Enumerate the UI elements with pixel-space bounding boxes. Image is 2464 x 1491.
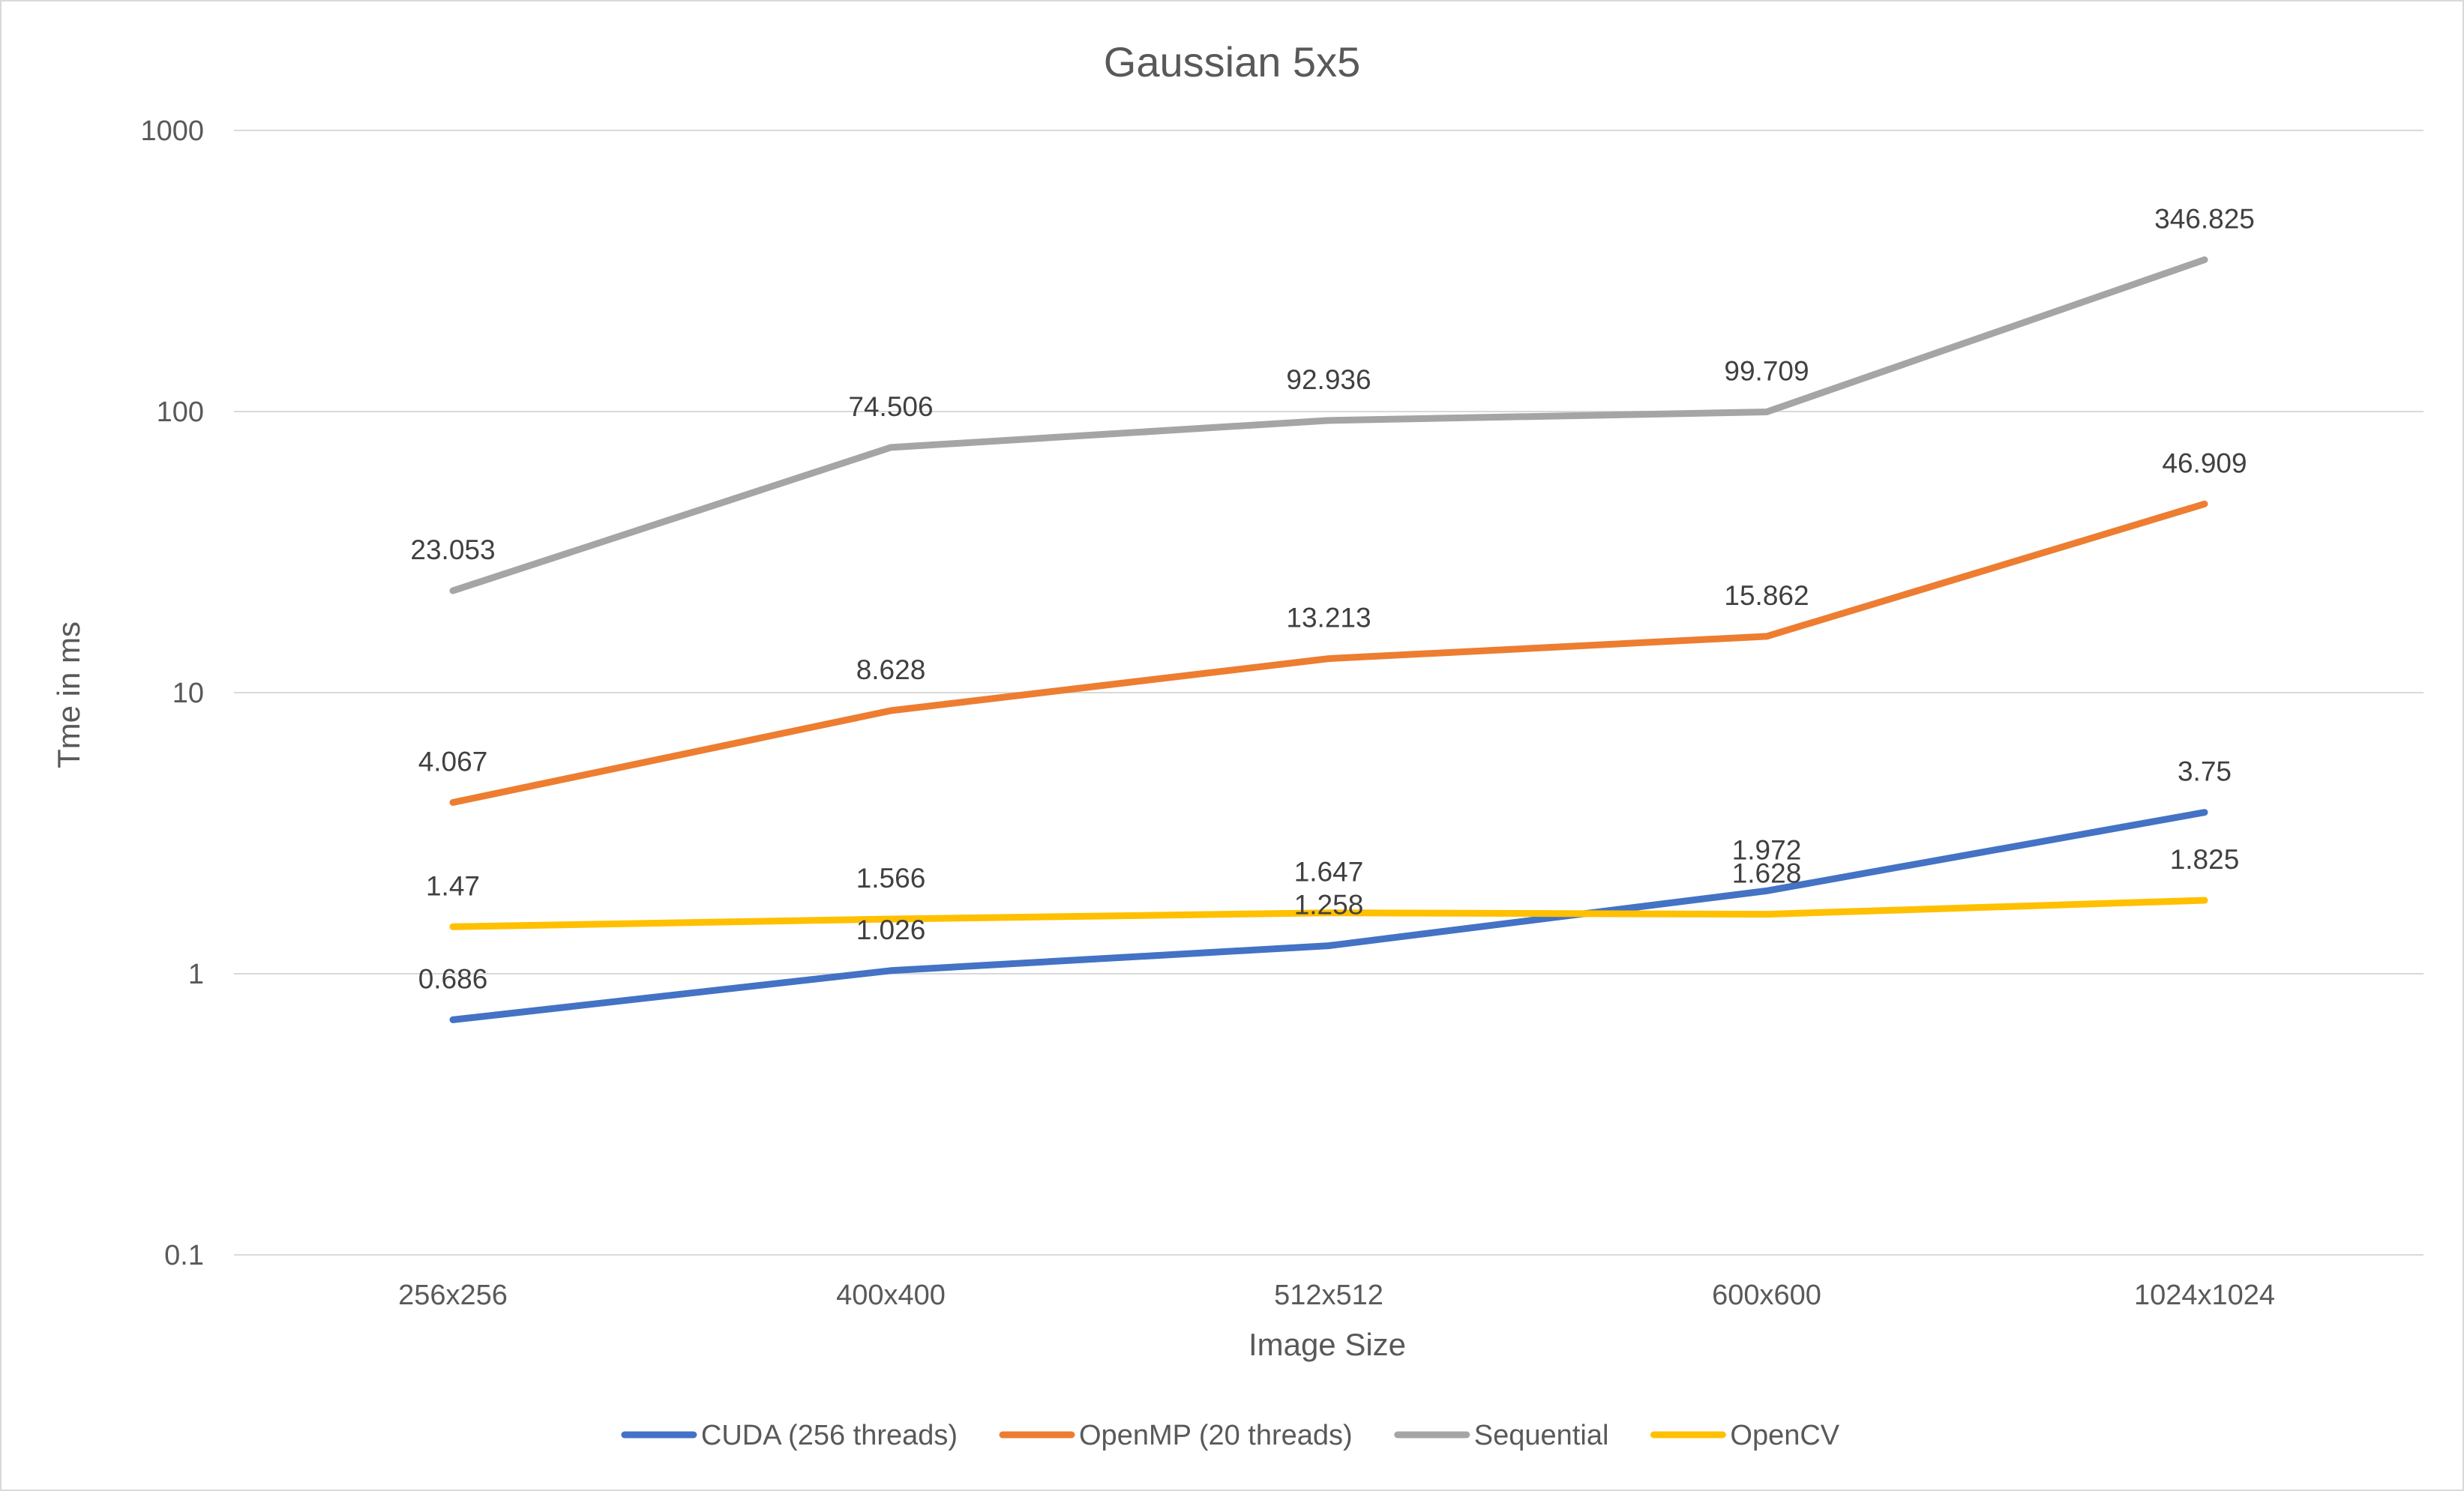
legend-label: Sequential [1474,1420,1609,1451]
legend-label: OpenMP (20 threads) [1079,1420,1353,1451]
y-tick-label: 10 [172,678,204,709]
y-axis-ticks: 0.1 1 10 100 1000 [140,115,204,1271]
x-axis-title: Image Size [1248,1327,1406,1362]
data-label: 8.628 [856,654,926,685]
legend-item: OpenCV [1650,1420,1840,1451]
data-label: 23.053 [410,534,495,565]
data-label: 46.909 [2162,448,2247,478]
data-label: 74.506 [848,391,933,422]
data-label: 3.75 [2178,756,2232,787]
legend-item: OpenMP (20 threads) [999,1420,1353,1451]
x-tick-label: 600x600 [1712,1280,1821,1311]
data-label: 1.628 [1732,858,1802,889]
y-tick-label: 100 [157,397,204,428]
data-labels: 0.686 1.026 1.258 1.972 3.75 4.067 8.628 13.213… [410,203,2254,994]
series-line [449,500,2208,806]
y-axis-title: Tme in ms [51,621,86,768]
x-tick-label: 1024x1024 [2134,1280,2275,1311]
legend-item: Sequential [1394,1420,1609,1451]
y-tick-label: 1000 [140,115,204,147]
data-label: 92.936 [1286,364,1371,395]
x-tick-label: 256x256 [398,1280,508,1311]
y-tick-label: 1 [188,959,204,990]
data-label: 1.972 [1732,834,1802,865]
x-axis-ticks: 256x256 400x400 512x512 600x600 1024x1024 [398,1280,2275,1311]
data-label: 13.213 [1286,603,1371,633]
y-tick-label: 0.1 [164,1240,204,1271]
data-label: 1.47 [426,870,480,901]
series-line [449,897,2208,930]
data-label: 1.026 [856,915,926,945]
data-label: 4.067 [418,747,488,777]
series-line [449,256,2208,594]
data-label: 1.825 [2170,844,2240,875]
legend-label: OpenCV [1730,1420,1839,1451]
series-line [449,809,2208,1023]
data-label: 1.566 [856,863,926,894]
legend-item: CUDA (256 threads) [621,1420,958,1451]
data-label: 99.709 [1724,355,1809,386]
legend: CUDA (256 threads) OpenMP (20 threads) Seq… [621,1420,1840,1451]
data-label: 1.647 [1294,857,1364,888]
chart-title: Gaussian 5x5 [1104,38,1360,85]
data-label: 15.862 [1724,580,1809,611]
legend-label: CUDA (256 threads) [701,1420,958,1451]
gridlines [234,130,2424,1256]
data-label: 0.686 [418,963,488,994]
series-lines [449,256,2208,1023]
x-tick-label: 512x512 [1274,1280,1383,1311]
data-label: 1.258 [1294,890,1364,921]
data-label: 346.825 [2154,203,2255,234]
x-tick-label: 400x400 [836,1280,946,1311]
